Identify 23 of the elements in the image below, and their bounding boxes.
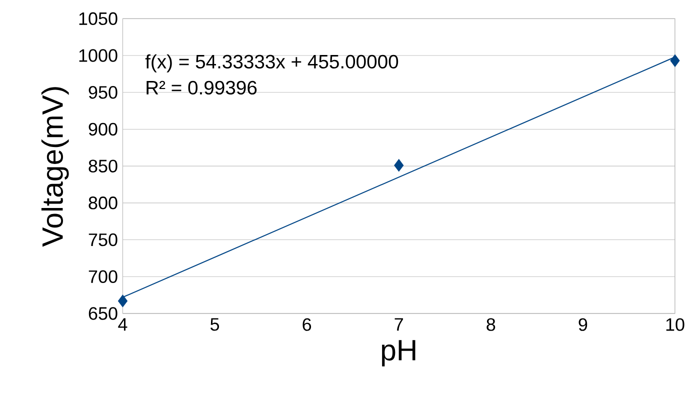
point — [118, 294, 128, 308]
y-tick-label: 1000 — [79, 49, 118, 62]
y-tick-label: 1050 — [79, 12, 118, 25]
y-tick-label: 700 — [88, 270, 118, 283]
x-tick-label: 4 — [118, 318, 128, 330]
y-tick-label: 950 — [88, 86, 118, 99]
y-tick-label: 850 — [88, 160, 118, 172]
x-tick-label: 7 — [394, 318, 403, 330]
annotation: f(x) = 54.33333x + 455.00000 — [145, 54, 398, 72]
x-tick-label: 8 — [486, 318, 496, 331]
annotation: R² = 0.99396 — [146, 80, 257, 94]
x-tick-label: 5 — [210, 318, 220, 331]
x-axis-title: pH — [382, 340, 416, 366]
point — [394, 158, 404, 172]
y-axis-title: Voltage(mV) — [41, 87, 69, 247]
y-tick-label: 750 — [88, 233, 118, 246]
y-tick-label: 800 — [88, 196, 118, 210]
y-tick-label: 900 — [88, 122, 118, 136]
point — [670, 54, 680, 67]
x-tick-label: 9 — [578, 318, 588, 331]
x-tick-label: 6 — [302, 318, 312, 331]
x-tick-label: 10 — [666, 318, 684, 331]
y-tick-label: 650 — [88, 307, 118, 320]
